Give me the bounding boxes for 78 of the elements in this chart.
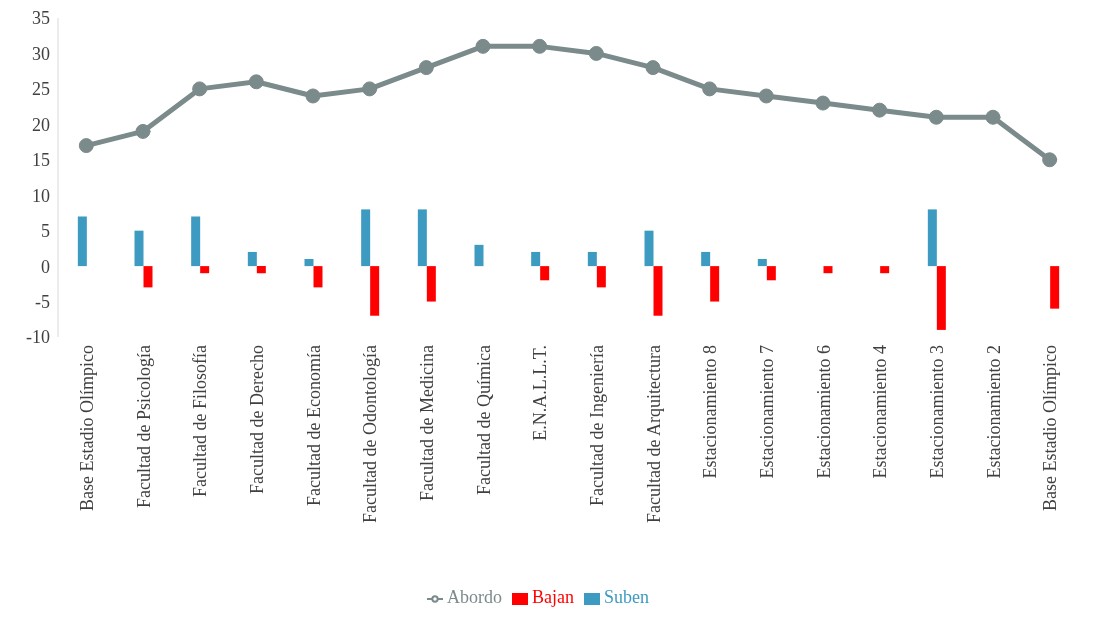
point — [985, 109, 1001, 125]
point — [248, 74, 264, 90]
y-tick-label: -5 — [35, 291, 50, 312]
bar — [757, 259, 767, 267]
x-tick-label: Facultad de Arquitectura — [643, 344, 664, 523]
bar — [927, 209, 937, 267]
point — [418, 60, 434, 76]
bar — [1050, 266, 1060, 309]
x-tick-label: Facultad de Química — [473, 344, 494, 495]
bar — [587, 251, 597, 267]
x-tick-label: Estacionamiento 7 — [757, 345, 778, 479]
bar — [77, 216, 87, 267]
point — [588, 45, 604, 61]
bar — [200, 266, 210, 274]
legend-label: Bajan — [532, 587, 574, 607]
bar — [540, 266, 550, 281]
x-tick-label: Facultad de Derecho — [247, 345, 268, 494]
y-tick-label: 25 — [32, 79, 50, 100]
bar — [644, 230, 654, 267]
bar — [710, 266, 720, 302]
y-tick-label: 5 — [41, 221, 50, 242]
legend-label: Abordo — [447, 587, 502, 607]
bar — [370, 266, 380, 316]
point — [362, 81, 378, 97]
bar — [134, 230, 144, 267]
y-tick-label: 15 — [32, 150, 50, 171]
point — [78, 138, 94, 154]
x-tick-label: Facultad de Filosofía — [190, 345, 211, 497]
x-tick-label: Estacionamiento 8 — [700, 345, 721, 479]
x-tick-label: Facultad de Odontología — [360, 345, 381, 523]
bar — [191, 216, 201, 267]
y-tick-label: 35 — [32, 8, 50, 29]
bar — [936, 266, 946, 330]
point — [135, 123, 151, 139]
legend-label: Suben — [604, 587, 649, 607]
x-tick-label: Base Estadio Olímpico — [77, 345, 98, 511]
y-tick-label: -10 — [26, 327, 50, 348]
x-tick-label: Estacionamiento 3 — [927, 345, 948, 479]
x-tick-label: E.N.A.L.L.T. — [530, 345, 551, 441]
x-tick-label: Facultad de Economía — [303, 345, 324, 506]
point — [702, 81, 718, 97]
x-tick-label: Facultad de Ingeniería — [587, 345, 608, 506]
bar — [304, 259, 314, 267]
bar — [426, 266, 436, 302]
point — [872, 102, 888, 118]
bar — [653, 266, 663, 316]
bar — [531, 251, 541, 267]
x-tick-label: Facultad de Psicología — [133, 344, 154, 508]
point — [475, 38, 491, 54]
bar — [313, 266, 323, 288]
point — [192, 81, 208, 97]
bar — [823, 266, 833, 274]
bar — [701, 251, 711, 267]
x-tick-label: Estacionamiento 6 — [813, 345, 834, 479]
point — [758, 88, 774, 104]
y-tick-label: 30 — [32, 43, 50, 64]
bar — [256, 266, 266, 274]
x-tick-label: Estacionamiento 2 — [983, 345, 1004, 479]
x-tick-label: Estacionamiento 4 — [870, 345, 891, 479]
point — [305, 88, 321, 104]
point — [815, 95, 831, 111]
bar — [143, 266, 153, 288]
point — [645, 60, 661, 76]
point — [532, 38, 548, 54]
x-tick-label: Facultad de Medicina — [417, 345, 438, 501]
bar — [880, 266, 890, 274]
x-tick-label: Base Estadio Olímpico — [1040, 345, 1061, 511]
bar — [596, 266, 606, 288]
bar — [417, 209, 427, 267]
bar — [766, 266, 776, 281]
point — [1042, 152, 1058, 168]
bar — [474, 244, 484, 267]
point — [928, 109, 944, 125]
y-tick-label: 10 — [32, 185, 50, 206]
y-tick-label: 0 — [41, 256, 50, 277]
bar — [361, 209, 371, 267]
y-tick-label: 20 — [32, 114, 50, 135]
bar — [247, 251, 257, 267]
